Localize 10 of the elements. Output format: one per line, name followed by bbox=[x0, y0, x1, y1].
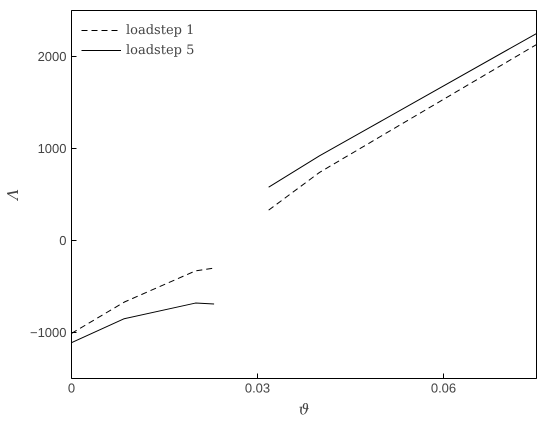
x-tick-label: 0.03 bbox=[244, 380, 270, 396]
y-tick-label: 0 bbox=[59, 233, 67, 248]
y-tick-label: 1000 bbox=[38, 141, 66, 156]
y-tick-label: 2000 bbox=[38, 49, 66, 64]
y-tick-label: −1000 bbox=[30, 325, 67, 340]
y-axis-title: Λ bbox=[4, 188, 22, 202]
legend-label: loadstep 5 bbox=[126, 42, 194, 58]
legend-label: loadstep 1 bbox=[126, 22, 194, 38]
x-tick-label: 0.06 bbox=[430, 380, 456, 396]
x-axis-title: ϑ bbox=[298, 400, 310, 418]
